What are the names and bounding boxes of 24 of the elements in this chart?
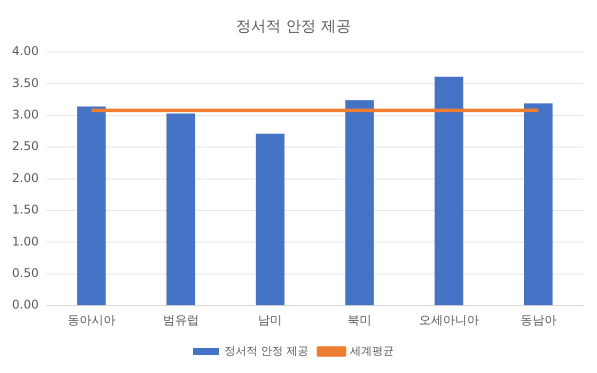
y-tick-label: 1.50 (12, 202, 39, 217)
bar (345, 100, 374, 306)
chart-title: 정서적 안정 제공 (236, 16, 351, 35)
bar (256, 134, 284, 306)
y-tick-label: 2.00 (12, 170, 39, 185)
bar (434, 76, 464, 306)
y-tick-label: 3.50 (12, 76, 39, 90)
y-tick-label: 2.50 (12, 139, 39, 154)
legend-label: 세계평균 (350, 344, 394, 358)
x-tick-label: 오세아니아 (418, 312, 479, 327)
bar (524, 103, 553, 306)
y-tick-label: 3.00 (12, 108, 39, 122)
y-tick-label: 0.50 (12, 266, 39, 280)
x-tick-label: 남미 (258, 312, 282, 327)
bar (77, 106, 106, 306)
x-tick-label: 범유럽 (162, 312, 199, 327)
x-tick-label: 동남아 (520, 312, 556, 327)
y-tick-label: 4.00 (12, 44, 39, 58)
x-tick-label: 동아시아 (67, 312, 116, 327)
bar (166, 114, 196, 306)
y-tick-label: 1.00 (12, 234, 39, 248)
y-tick-label: 0.00 (12, 298, 39, 312)
legend-label: 정서적 안정 제공 (224, 344, 309, 358)
x-tick-label: 북미 (348, 312, 372, 327)
